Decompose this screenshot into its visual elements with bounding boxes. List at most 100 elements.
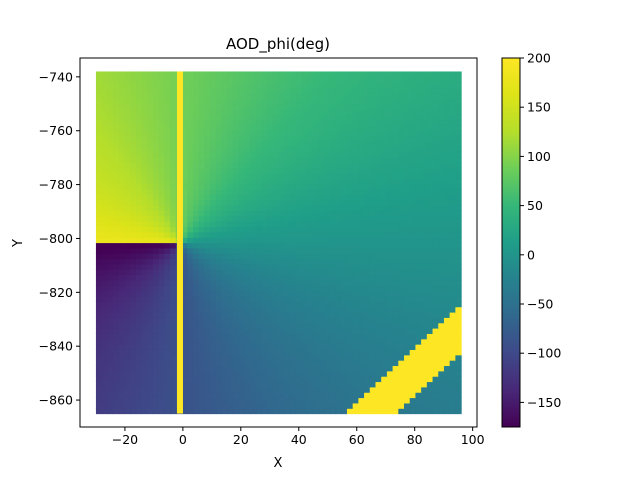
heatmap-cell <box>307 151 314 158</box>
heatmap-cell <box>307 231 314 238</box>
heatmap-cell <box>238 237 245 244</box>
heatmap-cell <box>124 76 131 83</box>
heatmap-cell <box>358 210 365 217</box>
heatmap-cell <box>358 167 365 174</box>
heatmap-cell <box>95 135 103 142</box>
heatmap-cell <box>272 151 280 158</box>
heatmap-cell <box>192 306 200 313</box>
heatmap-cell <box>181 103 188 110</box>
heatmap-cell <box>432 386 439 393</box>
heatmap-cell <box>181 221 188 228</box>
heatmap-cell <box>278 247 285 254</box>
heatmap-cell <box>409 397 417 404</box>
heatmap-cell <box>364 199 371 206</box>
heatmap-cell <box>329 360 337 367</box>
heatmap-cell <box>198 146 205 153</box>
heatmap-cell <box>307 199 314 206</box>
heatmap-cell <box>335 98 342 105</box>
heatmap-cell <box>284 263 291 270</box>
heatmap-cell <box>284 130 291 137</box>
heatmap-cell <box>249 322 257 329</box>
heatmap-cell <box>329 285 337 292</box>
heatmap-cell <box>198 82 205 89</box>
heatmap-cell <box>324 295 331 302</box>
heatmap-cell <box>227 269 234 276</box>
heatmap-cell <box>346 285 354 292</box>
heatmap-cell <box>192 231 200 238</box>
heatmap-cell <box>238 311 245 318</box>
heatmap-cell <box>284 156 291 163</box>
heatmap-cell <box>335 370 342 377</box>
heatmap-cell <box>249 242 257 249</box>
heatmap-cell <box>210 231 217 238</box>
heatmap-cell <box>301 333 308 340</box>
heatmap-cell <box>404 274 411 281</box>
heatmap-cell <box>295 386 302 393</box>
heatmap-cell <box>255 242 262 249</box>
heatmap-cell <box>432 376 439 383</box>
heatmap-cell <box>324 210 331 217</box>
heatmap-cell <box>426 360 434 367</box>
heatmap-cell <box>455 402 462 409</box>
heatmap-cell <box>147 71 154 78</box>
heatmap-cell <box>187 370 194 377</box>
heatmap-cell <box>346 381 354 388</box>
heatmap-cell <box>261 317 268 324</box>
heatmap-cell <box>118 253 126 260</box>
heatmap-cell <box>318 76 325 83</box>
heatmap-cell <box>301 162 308 169</box>
heatmap-cell <box>238 295 245 302</box>
heatmap-cell <box>312 381 320 388</box>
heatmap-cell <box>312 269 320 276</box>
heatmap-cell <box>358 295 365 302</box>
heatmap-cell <box>398 114 405 121</box>
heatmap-cell <box>210 108 217 115</box>
heatmap-cell <box>392 333 399 340</box>
heatmap-cell <box>421 199 428 206</box>
heatmap-cell <box>352 392 359 399</box>
heatmap-cell <box>113 360 120 367</box>
heatmap-cell <box>107 215 114 222</box>
heatmap-cell <box>295 135 302 142</box>
heatmap-cell <box>147 162 154 169</box>
heatmap-cell <box>130 92 137 99</box>
heatmap-cell <box>107 140 114 147</box>
heatmap-cell <box>381 178 388 185</box>
heatmap-cell <box>449 408 456 415</box>
heatmap-cell <box>318 258 325 265</box>
heatmap-cell <box>307 290 314 297</box>
heatmap-cell <box>421 253 428 260</box>
heatmap-cell <box>329 253 337 260</box>
heatmap-cell <box>364 237 371 244</box>
heatmap-cell <box>301 344 308 350</box>
heatmap-cell <box>415 365 422 372</box>
heatmap-cell <box>215 301 223 308</box>
heatmap-cell <box>312 349 320 356</box>
heatmap-cell <box>113 82 120 89</box>
heatmap-cell <box>289 322 297 329</box>
heatmap-cell <box>244 274 251 281</box>
heatmap-cell <box>210 162 217 169</box>
heatmap-cell <box>289 274 297 281</box>
heatmap-cell <box>409 344 417 350</box>
heatmap-cell <box>381 328 388 334</box>
heatmap-cell <box>107 189 114 195</box>
heatmap-cell <box>221 183 228 190</box>
heatmap-cell <box>386 130 394 137</box>
heatmap-cell <box>147 237 154 244</box>
heatmap-cell <box>284 114 291 121</box>
heatmap-cell <box>392 237 399 244</box>
heatmap-cell <box>312 397 320 404</box>
heatmap-cell <box>152 194 160 201</box>
heatmap-cell <box>261 370 268 377</box>
heatmap-cell <box>192 108 200 115</box>
heatmap-cell <box>318 365 325 372</box>
heatmap-cell <box>426 402 434 409</box>
heatmap-cell <box>164 189 171 195</box>
heatmap-cell <box>261 226 268 233</box>
heatmap-cell <box>158 274 165 281</box>
heatmap-cell <box>227 178 234 185</box>
heatmap-cell <box>415 210 422 217</box>
heatmap-cell <box>369 231 377 238</box>
heatmap-cell <box>170 338 177 345</box>
